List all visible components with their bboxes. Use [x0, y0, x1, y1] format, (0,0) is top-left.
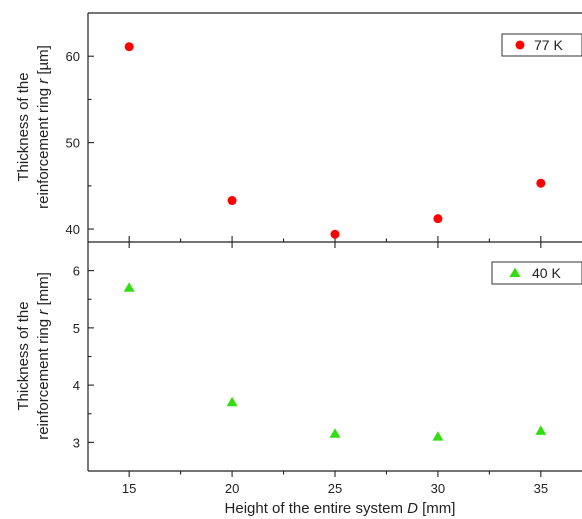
x-axis-title: Height of the entire system D [mm]: [225, 500, 456, 517]
x-tick-label: 15: [122, 481, 136, 496]
bottom-y-axis-title-line1: Thickness of the: [15, 301, 32, 410]
bottom-y-tick-label: 4: [73, 378, 80, 393]
top-y-axis-title-line1: Thickness of the: [15, 72, 32, 181]
bottom-y-axis-title-line2: reinforcement ring r [mm]: [35, 272, 52, 440]
data-point-triangle: [123, 282, 135, 292]
x-tick-label: 20: [225, 481, 239, 496]
bottom-legend: 40 K: [491, 261, 582, 285]
data-point-circle: [433, 214, 443, 224]
x-tick-label: 35: [534, 481, 548, 496]
top-legend-marker-circle: [515, 40, 525, 50]
top-y-tick-label: 50: [66, 136, 80, 151]
bottom-legend-marker-triangle: [509, 267, 521, 277]
data-point-triangle: [432, 431, 444, 441]
data-point-circle: [227, 196, 237, 206]
x-tick-label: 30: [431, 481, 445, 496]
bottom-y-tick-label: 3: [73, 435, 80, 450]
top-y-ticks: 40 50 60: [66, 49, 94, 237]
data-point-triangle: [226, 396, 238, 407]
data-point-triangle: [329, 428, 341, 438]
bottom-legend-label: 40 K: [532, 265, 561, 281]
bottom-x-ticks: 15 20 25 30 35: [122, 242, 548, 496]
bottom-legend-box: [491, 261, 582, 285]
data-point-triangle: [535, 425, 547, 435]
bottom-panel: 3 4 5 6 15 20 25 30 35 Thickness of the reinfor…: [15, 242, 582, 517]
bottom-y-tick-label: 5: [73, 321, 80, 336]
top-legend-box: [501, 33, 582, 57]
top-legend-label: 77 K: [534, 37, 563, 53]
data-point-circle: [124, 42, 134, 52]
bottom-data-points: [123, 282, 547, 441]
data-point-circle: [536, 178, 546, 188]
top-y-tick-label: 40: [66, 222, 80, 237]
top-legend: 77 K: [501, 33, 582, 57]
bottom-y-tick-label: 6: [73, 264, 80, 279]
data-point-circle: [330, 229, 340, 239]
top-panel: 40 50 60 Thickness of the reinforcement ri…: [15, 12, 582, 242]
top-y-tick-label: 60: [66, 49, 80, 64]
top-data-points: [124, 42, 546, 239]
bottom-y-ticks: 3 4 5 6: [73, 264, 94, 450]
top-y-axis-title-line2: reinforcement ring r [µm]: [35, 45, 52, 209]
x-tick-label: 25: [328, 481, 342, 496]
